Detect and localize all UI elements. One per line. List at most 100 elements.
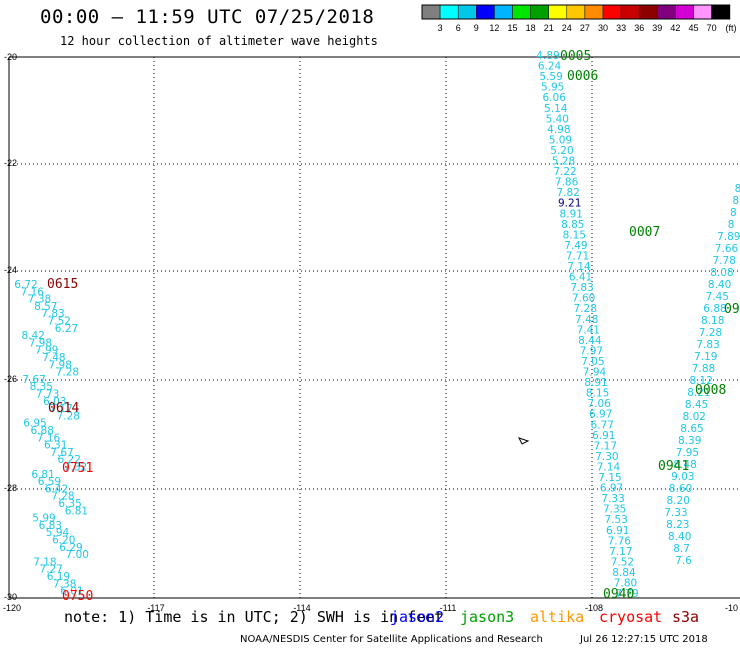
swh-value: 7.06 (587, 398, 611, 410)
swh-value: 7.71 (566, 250, 589, 262)
swh-value: 7.78 (713, 255, 736, 267)
legend-label: 12 (489, 23, 499, 33)
latitude-label: -26 (4, 374, 17, 384)
legend-label: 6 (456, 23, 461, 33)
swh-value: 8.12 (690, 375, 713, 387)
swh-value: 8.60 (669, 483, 692, 495)
swh-value: 7.83 (41, 308, 64, 320)
swh-value: 7.16 (21, 286, 45, 298)
swh-value: 7.28 (51, 491, 74, 503)
latitude-label: -20 (4, 52, 17, 62)
swh-value: 7.33 (664, 507, 687, 519)
swh-value: 6.59 (38, 476, 61, 488)
swh-value: 7.86 (555, 177, 579, 189)
note-text: note: 1) Time is in UTC; 2) SWH is in fe… (64, 608, 444, 626)
swh-value: 6.91 (592, 430, 615, 442)
mission-jason3: jason3 (460, 608, 515, 626)
swh-value: 6.27 (55, 323, 78, 335)
track-labels: 0005 0006 0007 0008 09 0941 0940 0615 0614 0751 07… (47, 49, 740, 604)
swh-value: 7.38 (28, 294, 51, 306)
legend-label: 70 (707, 23, 717, 33)
legend-label: 45 (688, 23, 698, 33)
axis-labels: -20-22-24-26-28-30-120 -117 -114 -111 -108 -1… (3, 52, 738, 613)
map-grid (8, 56, 740, 599)
track-time-label: 0615 (47, 277, 78, 292)
swh-value: 8.15 (586, 388, 609, 400)
swh-value: 8.45 (685, 399, 708, 411)
legend-label: 36 (634, 23, 644, 33)
swh-value: 6.31 (44, 440, 67, 452)
mission-jason2: jason2 (390, 608, 445, 626)
swh-value: 7.28 (574, 303, 597, 315)
swh-value: 7.82 (556, 187, 579, 199)
swh-value: 7.33 (601, 493, 624, 505)
latitude-label: -24 (4, 265, 17, 275)
swh-value: 6.41 (569, 272, 592, 284)
swh-value: 8.15 (563, 229, 586, 241)
swh-value: 6.03 (43, 396, 66, 408)
longitude-label: -10 (725, 603, 738, 613)
swh-value: 7.14 (567, 261, 591, 273)
swh-value: 6.22 (58, 454, 81, 466)
swh-value: 6.24 (538, 61, 562, 73)
swh-value: 8.42 (22, 330, 45, 342)
swh-value: 9.03 (671, 471, 694, 483)
swh-value: 7.99 (35, 345, 58, 357)
swh-value: 8.85 (561, 219, 584, 231)
track-time-label: 0007 (629, 225, 660, 240)
swh-value: 4.89 (536, 50, 559, 62)
swh-value: 8.57 (34, 301, 57, 313)
swh-value: 7.17 (594, 440, 617, 452)
longitude-label: -108 (585, 603, 603, 613)
swh-value: 6.97 (589, 409, 612, 421)
swh-value: 7.45 (706, 291, 729, 303)
swh-value: 8.02 (683, 411, 706, 423)
footer-credit: NOAA/NESDIS Center for Satellite Applica… (240, 634, 543, 645)
swh-value: 7.38 (53, 578, 76, 590)
footer-date: Jul 26 12:27:15 UTC 2018 (580, 634, 708, 645)
swh-value: 7.97 (580, 345, 603, 357)
swh-value: 7.19 (694, 351, 717, 363)
legend-label: 21 (544, 23, 554, 33)
swh-value: 6.95 (23, 418, 46, 430)
swh-value: 7.98 (29, 337, 52, 349)
legend-label: 15 (507, 23, 517, 33)
swh-value: 7.22 (553, 166, 576, 178)
swh-value: 7.83 (696, 339, 719, 351)
swh-value: 5.59 (539, 71, 562, 83)
swh-value: 6.97 (600, 483, 623, 495)
island-outline (518, 437, 530, 445)
mission-s3a: s3a (672, 608, 700, 626)
swh-value: 4.98 (547, 124, 570, 136)
swh-value: 7.89 (717, 231, 740, 243)
swh-value: 8 (728, 219, 735, 231)
swh-value: 7.76 (608, 535, 632, 547)
swh-value: 8.18 (701, 315, 724, 327)
swh-value: 5.09 (549, 134, 572, 146)
longitude-label: -114 (293, 603, 310, 613)
legend-label: 33 (616, 23, 626, 33)
swh-value: 5.14 (544, 103, 568, 115)
swh-value: 8.20 (667, 495, 690, 507)
swh-value: 7.28 (56, 367, 79, 379)
swh-value: 8.91 (584, 377, 607, 389)
swh-value: 7.73 (36, 389, 59, 401)
swh-value: 7.88 (692, 363, 715, 375)
swh-value: 7.6 (675, 555, 692, 567)
swh-value: 6.91 (606, 525, 629, 537)
swh-value: 8.48 (673, 459, 696, 471)
swh-value: 6.42 (45, 483, 68, 495)
legend-label: 24 (562, 23, 572, 33)
legend-label: 27 (580, 23, 590, 33)
track-time-label: 0750 (62, 589, 93, 604)
latitude-label: -30 (4, 592, 17, 602)
swh-value: 7.18 (33, 556, 56, 568)
swh-value: 7.83 (570, 282, 593, 294)
swh-value: 7.48 (42, 352, 65, 364)
mission-cryosat: cryosat (599, 608, 663, 626)
swh-value: 7.15 (598, 472, 621, 484)
legend-frame (421, 4, 731, 20)
swh-value: 7.49 (564, 240, 587, 252)
legend-label: 3 (438, 23, 443, 33)
swh-value: 7.52 (48, 316, 71, 328)
